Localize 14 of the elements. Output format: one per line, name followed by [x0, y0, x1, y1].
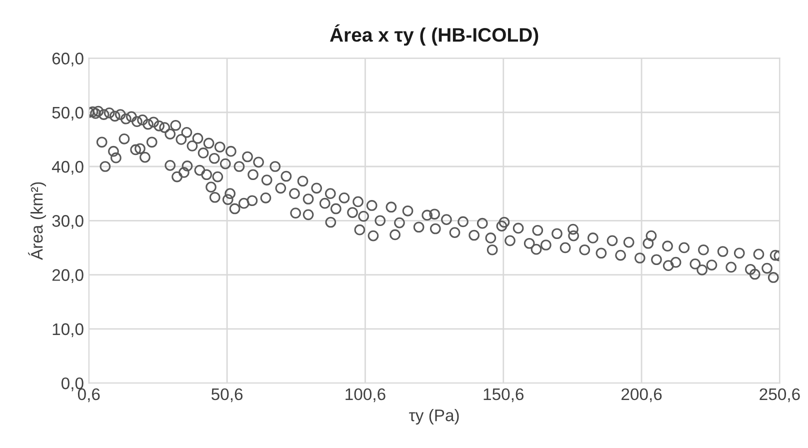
y-tick-label: 10,0 — [52, 323, 84, 338]
x-tick-label: 150,6 — [484, 388, 524, 402]
x-tick-label: 50,6 — [211, 388, 243, 402]
y-tick-label: 50,0 — [52, 106, 84, 121]
x-tick-label: 200,6 — [622, 388, 662, 402]
y-tick-label: 60,0 — [52, 52, 84, 66]
y-tick-label: 40,0 — [52, 160, 84, 175]
x-tick-label: 250,6 — [760, 388, 800, 402]
y-tick-label: 30,0 — [52, 215, 84, 229]
x-axis-title: τy (Pa) — [409, 408, 459, 425]
x-tick-label: 100,6 — [346, 388, 386, 402]
chart-title: Área x τy ( (HB-ICOLD) — [330, 24, 538, 46]
y-tick-label: 20,0 — [52, 269, 84, 283]
y-axis-title: Área (km²) — [28, 182, 46, 260]
